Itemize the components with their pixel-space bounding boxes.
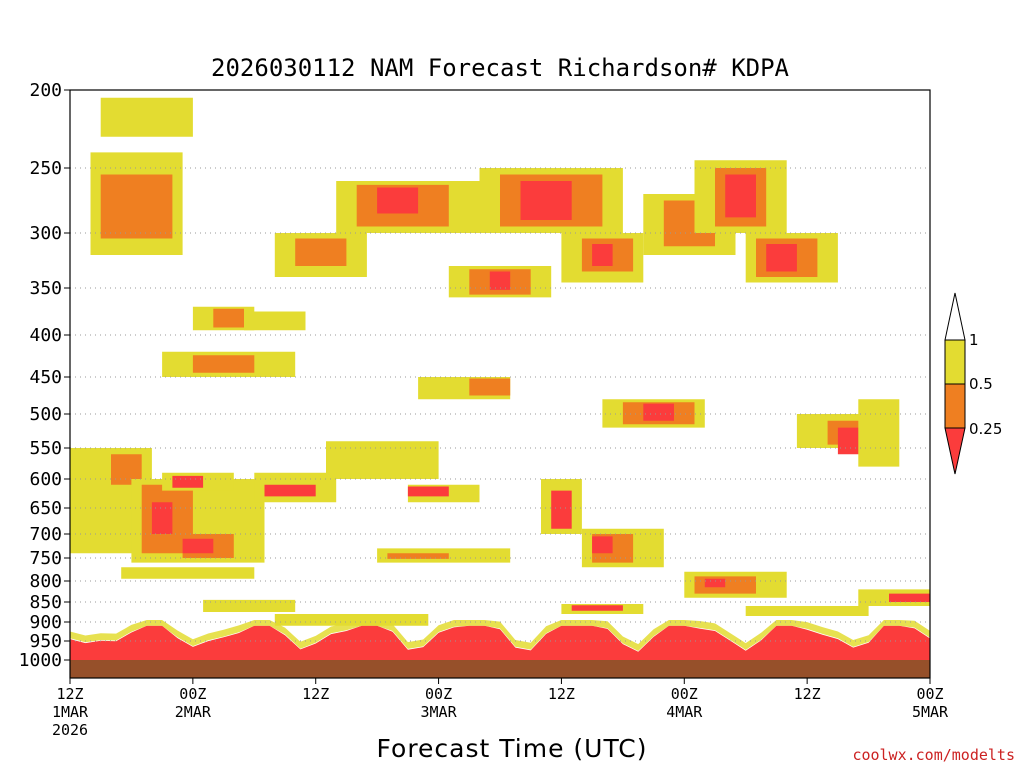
- y-tick-label: 750: [29, 548, 62, 569]
- x-tick-label: 12Z: [56, 685, 83, 703]
- pressure-axis: 200 250 300 350 400 450 500 550 600 650 700 7508008…: [19, 80, 70, 671]
- y-tick-label: 350: [29, 278, 62, 299]
- richardson-patch: [571, 605, 623, 611]
- x-tick-label: 4MAR: [666, 703, 703, 721]
- richardson-patch: [704, 578, 726, 588]
- x-tick-label: 12Z: [302, 685, 329, 703]
- x-tick-label: 00Z: [425, 685, 452, 703]
- richardson-patch: [151, 502, 173, 534]
- y-tick-label: 200: [29, 80, 62, 101]
- richardson-patch: [387, 553, 449, 559]
- y-tick-label: 800: [29, 571, 62, 592]
- y-tick-label: 850: [29, 592, 62, 613]
- x-tick-label: 5MAR: [912, 703, 949, 721]
- richardson-patch: [592, 244, 613, 266]
- richardson-patch: [694, 576, 756, 594]
- richardson-patch: [592, 536, 613, 554]
- richardson-patch: [858, 399, 900, 467]
- richardson-patch: [643, 403, 674, 421]
- richardson-patch: [192, 355, 255, 373]
- boundary-layer-band: [70, 625, 930, 660]
- credit-text: coolwx.com/modelts: [852, 746, 1015, 764]
- y-tick-label: 950: [29, 631, 62, 652]
- y-tick-label: 300: [29, 223, 62, 244]
- x-tick-label: 00Z: [179, 685, 206, 703]
- colorbar-label-0.5: 0.5: [969, 375, 993, 393]
- y-tick-label: 1000: [19, 650, 62, 671]
- ground-layer: [70, 660, 930, 678]
- plot-area: [69, 89, 931, 679]
- richardson-patch: [326, 441, 439, 479]
- richardson-patch: [244, 311, 306, 331]
- x-tick-label: 12Z: [548, 685, 575, 703]
- x-axis-label: Forecast Time (UTC): [377, 734, 648, 763]
- y-tick-label: 600: [29, 469, 62, 490]
- y-tick-label: 650: [29, 498, 62, 519]
- richardson-patch: [889, 593, 930, 602]
- richardson-patch: [551, 490, 572, 529]
- richardson-patch: [745, 606, 869, 616]
- richardson-patch: [213, 308, 244, 328]
- colorbar-swatch-yellow: [944, 339, 966, 385]
- richardson-patch: [100, 174, 173, 239]
- colorbar-top-arrow: [944, 292, 966, 341]
- chart-title: 2026030112 NAM Forecast Richardson# KDPA: [211, 54, 790, 82]
- x-tick-label: 00Z: [671, 685, 698, 703]
- richardson-patch: [100, 97, 193, 137]
- y-tick-label: 550: [29, 438, 62, 459]
- richardson-patch: [489, 271, 511, 290]
- y-tick-label: 500: [29, 404, 62, 425]
- colorbar-swatch-orange: [944, 383, 966, 429]
- colorbar: 1 0.5 0.25: [944, 292, 1002, 475]
- x-tick-label: 3MAR: [421, 703, 458, 721]
- richardson-patch: [377, 187, 419, 214]
- x-tick-label: 12Z: [794, 685, 821, 703]
- richardson-patch: [121, 567, 255, 579]
- colorbar-bottom-arrow: [944, 427, 966, 475]
- y-tick-label: 450: [29, 367, 62, 388]
- x-tick-label: 1MAR: [52, 703, 89, 721]
- richardson-patch: [182, 538, 214, 554]
- richardson-patch: [295, 238, 347, 266]
- x-tick-label: 2MAR: [175, 703, 212, 721]
- richardson-patch: [111, 454, 142, 485]
- colorbar-label-1: 1: [969, 331, 979, 349]
- richardson-patch: [264, 484, 316, 497]
- x-tick-label: 00Z: [916, 685, 943, 703]
- richardson-patch: [407, 486, 449, 497]
- pressure-gridlines: [70, 167, 930, 642]
- plot-frame: [69, 89, 931, 679]
- y-tick-label: 400: [29, 325, 62, 346]
- richardson-patch: [766, 244, 797, 272]
- boundary-layer-band-top: [70, 620, 930, 651]
- x-tick-label: 2026: [52, 721, 88, 739]
- y-tick-label: 900: [29, 612, 62, 633]
- richardson-patch: [274, 614, 429, 626]
- colorbar-label-0.25: 0.25: [969, 420, 1002, 438]
- richardson-patch: [203, 599, 296, 612]
- richardson-patch: [520, 181, 572, 220]
- y-tick-label: 250: [29, 158, 62, 179]
- richardson-fill-layer: [70, 97, 930, 660]
- richardson-patch: [469, 378, 511, 396]
- richardson-patch: [172, 475, 204, 488]
- y-tick-label: 700: [29, 524, 62, 545]
- richardson-patch: [725, 174, 756, 218]
